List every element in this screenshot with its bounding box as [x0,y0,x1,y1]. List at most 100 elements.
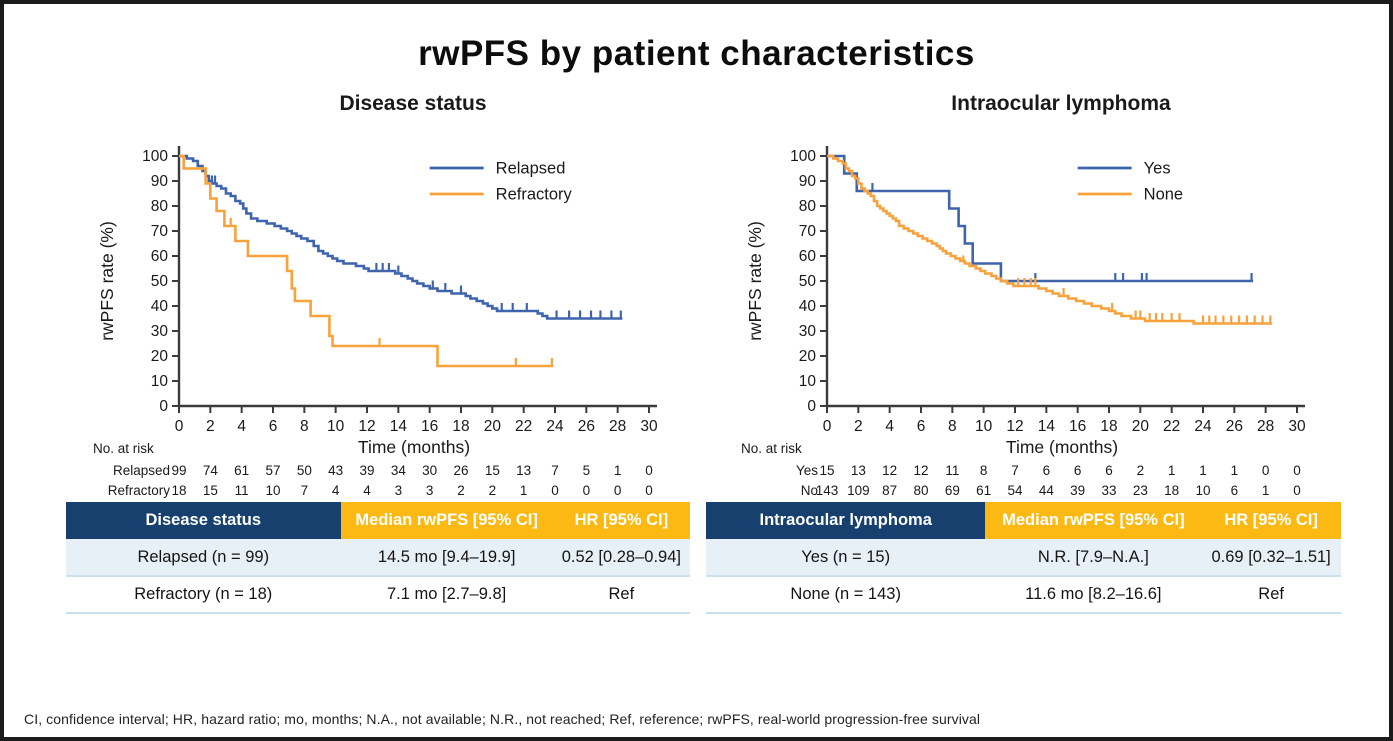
risk-count: 0 [1262,463,1270,478]
risk-count: 1 [1231,463,1239,478]
km-curve-none [827,154,1272,325]
risk-count: 1 [1199,463,1207,478]
x-tick-label: 0 [823,418,832,435]
risk-count: 15 [819,463,834,478]
table-header-cell: Median rwPFS [95% CI] [985,502,1202,539]
risk-count: 1 [520,483,528,498]
risk-count: 0 [614,483,622,498]
risk-count: 43 [328,463,343,478]
risk-count: 12 [882,463,897,478]
table-cell: N.R. [7.9–N.A.] [985,539,1202,577]
risk-count: 39 [359,463,374,478]
risk-count: 18 [171,483,186,498]
y-tick-label: 70 [799,223,817,240]
risk-count: 34 [391,463,407,478]
x-tick-label: 4 [885,418,894,435]
risk-count: 0 [645,483,653,498]
x-tick-label: 12 [358,418,375,435]
risk-row-label: No [801,483,818,498]
y-tick-label: 80 [799,198,817,215]
risk-count: 143 [816,483,839,498]
risk-count: 11 [235,483,249,498]
x-tick-label: 2 [206,418,215,435]
table-row: Refractory (n = 18) 7.1 mo [2.7–9.8] Ref [66,576,690,614]
x-tick-label: 28 [609,418,626,435]
y-tick-label: 20 [151,348,169,365]
risk-row-label: Yes [796,463,818,478]
table-cell: 14.5 mo [9.4–19.9] [340,539,553,577]
table-row: Relapsed (n = 99) 14.5 mo [9.4–19.9] 0.52 … [66,539,690,577]
risk-row-label: Relapsed [113,463,170,478]
y-tick-label: 30 [151,323,169,340]
legend-label: None [1144,186,1183,204]
x-tick-label: 24 [546,418,564,435]
abbreviations-footnote: CI, confidence interval; HR, hazard rati… [24,711,981,727]
risk-count: 10 [265,483,280,498]
y-tick-label: 100 [142,148,168,165]
table-header-cell: Median rwPFS [95% CI] [340,502,553,539]
risk-count: 61 [234,463,249,478]
risk-count: 4 [332,483,340,498]
x-tick-label: 26 [578,418,595,435]
km-curve-yes [827,154,1254,283]
risk-count: 69 [945,483,960,498]
y-tick-label: 50 [799,273,817,290]
risk-count: 10 [1195,483,1210,498]
x-tick-label: 18 [452,418,469,435]
x-tick-label: 12 [1006,418,1023,435]
risk-count: 39 [1070,483,1085,498]
panel-disease-status: Disease status 0 10 20 30 40 50 60 70 80 90 100 0 2 4… [89,90,737,498]
risk-count: 30 [422,463,437,478]
risk-count: 80 [913,483,928,498]
legend-label: Refractory [496,186,573,204]
panel-title-intraocular-lymphoma: Intraocular lymphoma [951,92,1171,115]
y-tick-label: 40 [151,298,169,315]
risk-count: 1 [1168,463,1176,478]
panel-intraocular-lymphoma: Intraocular lymphoma 0 10 20 30 40 50 60 70 80 90… [737,90,1385,498]
km-curve-relapsed [179,154,623,320]
x-tick-label: 4 [237,418,246,435]
table-cell: Refractory (n = 18) [66,576,341,614]
risk-count: 13 [851,463,866,478]
risk-count: 3 [426,483,434,498]
risk-count: 6 [1105,463,1113,478]
x-tick-label: 8 [300,418,309,435]
table-header-cell: Disease status [66,502,341,539]
risk-count: 2 [1137,463,1145,478]
table-cell: 0.69 [0.32–1.51] [1201,539,1341,577]
table-cell: Ref [1201,576,1341,614]
x-tick-label: 26 [1226,418,1243,435]
risk-count: 0 [1293,463,1301,478]
no-at-risk-label: No. at risk [741,441,802,456]
risk-count: 0 [645,463,653,478]
y-tick-label: 90 [799,173,817,190]
legend-label: Relapsed [496,160,566,178]
y-tick-label: 10 [151,373,169,390]
risk-count: 11 [945,463,959,478]
risk-count: 6 [1043,463,1051,478]
risk-count: 5 [583,463,591,478]
risk-count: 50 [297,463,312,478]
risk-count: 7 [1011,463,1019,478]
y-tick-label: 10 [799,373,817,390]
summary-tables: Disease status Median rwPFS [95% CI] HR [9… [4,498,1389,614]
no-at-risk-label: No. at risk [93,441,154,456]
y-tick-label: 90 [151,173,169,190]
x-tick-label: 8 [948,418,957,435]
y-tick-label: 50 [151,273,169,290]
x-tick-label: 2 [854,418,863,435]
risk-count: 1 [1262,483,1270,498]
risk-count: 33 [1101,483,1116,498]
x-tick-label: 28 [1257,418,1274,435]
chart-panels: Disease status 0 10 20 30 40 50 60 70 80 90 100 0 2 4… [4,74,1389,498]
risk-count: 4 [363,483,371,498]
x-tick-label: 20 [1132,418,1150,435]
summary-table-disease-status: Disease status Median rwPFS [95% CI] HR [9… [66,502,690,614]
x-tick-label: 16 [1069,418,1086,435]
y-tick-label: 40 [799,298,817,315]
x-tick-label: 18 [1100,418,1117,435]
y-tick-label: 80 [151,198,169,215]
risk-count: 2 [457,483,465,498]
